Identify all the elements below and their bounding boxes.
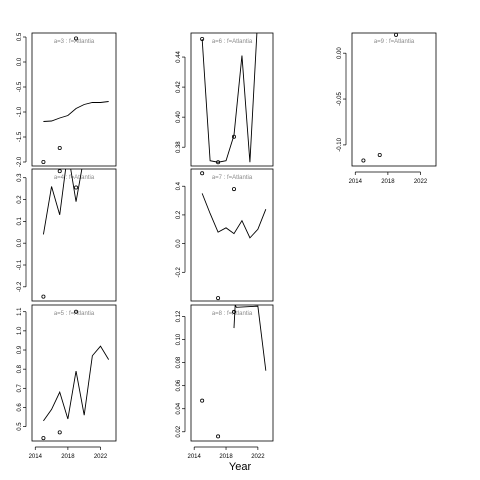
panel-4: a=4 : f=Atlantia 0.3 0.2 0.1 0.0 -0.1 -0.2 — [17, 168, 117, 302]
y-tick-label: -0.05 — [337, 92, 343, 106]
x-tick-label: 2018 — [381, 179, 395, 185]
panel-1: a=3 : f=Atlantia 0.5 0.0 -0.5 -1.0 -1.5 -2.0 — [17, 32, 117, 167]
data-point — [361, 158, 366, 163]
y-tick-label: 0.0 — [176, 239, 182, 248]
data-point — [74, 185, 79, 190]
data-point — [57, 145, 62, 150]
panel-frame — [31, 168, 117, 302]
panel-frame — [190, 168, 274, 302]
y-tick-label: -0.10 — [337, 137, 343, 151]
y-tick-label: 1.0 — [17, 326, 23, 335]
series-line — [233, 305, 267, 371]
data-point — [394, 32, 399, 37]
data-point — [200, 37, 205, 42]
panel-label: a=5 : f=Atlantia — [54, 311, 95, 317]
data-point — [216, 296, 221, 301]
x-tick-label: 2014 — [349, 179, 363, 185]
data-point — [377, 152, 382, 157]
y-tick-label: 0.08 — [176, 356, 182, 368]
panel-grid: a=3 : f=Atlantia0.50.0-0.5-1.0-1.5-2.0a=… — [17, 32, 437, 460]
y-tick-label: -1.0 — [17, 106, 23, 117]
y-tick-label: 0.3 — [17, 173, 23, 182]
series-line — [42, 169, 83, 235]
data-point — [231, 134, 236, 139]
y-tick-label: 0.0 — [17, 57, 23, 66]
y-tick-label: -0.2 — [17, 281, 23, 292]
y-tick-label: 0.6 — [17, 403, 23, 412]
y-tick-label: 0.04 — [176, 402, 182, 414]
panel-5: a=7 : f=Atlantia 0.4 0.2 0.0 -0.2 — [176, 168, 274, 302]
data-point — [216, 434, 221, 439]
y-tick-label: 0.06 — [176, 379, 182, 391]
panel-label: a=7 : f=Atlantia — [212, 175, 253, 181]
y-tick-label: -2.0 — [17, 156, 23, 167]
panel-label: a=8 : f=Atlantia — [212, 311, 253, 317]
x-tick-label: 2022 — [414, 179, 428, 185]
data-point — [231, 187, 236, 192]
y-tick-label: -0.2 — [176, 266, 182, 277]
y-tick-label: -0.5 — [17, 81, 23, 92]
panel-frame — [31, 32, 117, 167]
y-tick-label: 0.2 — [176, 210, 182, 219]
y-tick-label: 0.00 — [337, 47, 343, 59]
panel-label: a=3 : f=Atlantia — [54, 39, 95, 45]
panel-label: a=6 : f=Atlantia — [212, 39, 253, 45]
y-tick-label: 0.5 — [17, 422, 23, 431]
y-tick-label: 0.4 — [176, 181, 182, 190]
y-tick-label: 0.9 — [17, 345, 23, 354]
panel-6: a=5 : f=Atlantia 0.5 0.6 0.7 0.8 0.9 1.0 1.1 201… — [17, 304, 117, 460]
y-tick-label: 0.1 — [17, 217, 23, 226]
data-point — [41, 294, 46, 299]
y-tick-label: 0.8 — [17, 364, 23, 373]
y-tick-label: 0.7 — [17, 383, 23, 392]
series-line — [43, 345, 110, 422]
y-tick-label: 1.1 — [17, 307, 23, 316]
panel-3: a=9 : f=Atlantia 0.00 -0.05 -0.10 2014 2018 20… — [337, 32, 437, 185]
series-line — [201, 193, 267, 239]
panel-frame — [31, 304, 117, 442]
series-line — [201, 33, 258, 163]
x-axis-label: Year — [229, 461, 252, 473]
y-tick-label: 0.44 — [176, 51, 182, 63]
x-tick-label: 2022 — [251, 454, 265, 460]
y-tick-label: 0.38 — [176, 141, 182, 153]
data-point — [57, 430, 62, 435]
panel-2: a=6 : f=Atlantia 0.38 0.40 0.42 0.44 — [176, 32, 274, 167]
panel-frame — [190, 304, 274, 442]
y-tick-label: 0.02 — [176, 425, 182, 437]
y-tick-label: 0.10 — [176, 333, 182, 345]
y-tick-label: -1.5 — [17, 131, 23, 142]
x-tick-label: 2014 — [29, 454, 43, 460]
x-tick-label: 2022 — [94, 454, 108, 460]
y-tick-label: 0.12 — [176, 310, 182, 322]
y-tick-label: 0.2 — [17, 195, 23, 204]
y-tick-label: 0.5 — [17, 32, 23, 41]
y-tick-label: 0.42 — [176, 81, 182, 93]
data-point — [231, 309, 236, 314]
panel-7: a=8 : f=Atlantia 0.02 0.04 0.06 0.08 0.10 0.12… — [176, 304, 274, 460]
x-tick-label: 2014 — [188, 454, 202, 460]
data-point — [74, 309, 79, 314]
data-point — [200, 171, 205, 176]
data-point — [200, 398, 205, 403]
panel-frame — [190, 32, 274, 167]
panel-label: a=9 : f=Atlantia — [374, 39, 415, 45]
series-line — [43, 101, 109, 122]
data-point — [57, 169, 62, 174]
panel-label: a=4 : f=Atlantia — [54, 175, 95, 181]
panel-frame — [351, 32, 437, 167]
data-point — [41, 436, 46, 441]
y-tick-label: 0.40 — [176, 111, 182, 123]
data-point — [74, 36, 79, 41]
x-tick-label: 2018 — [61, 454, 75, 460]
y-tick-label: -0.1 — [17, 259, 23, 270]
y-tick-label: 0.0 — [17, 238, 23, 247]
data-point — [41, 159, 46, 164]
x-tick-label: 2018 — [219, 454, 233, 460]
data-point — [216, 160, 221, 165]
